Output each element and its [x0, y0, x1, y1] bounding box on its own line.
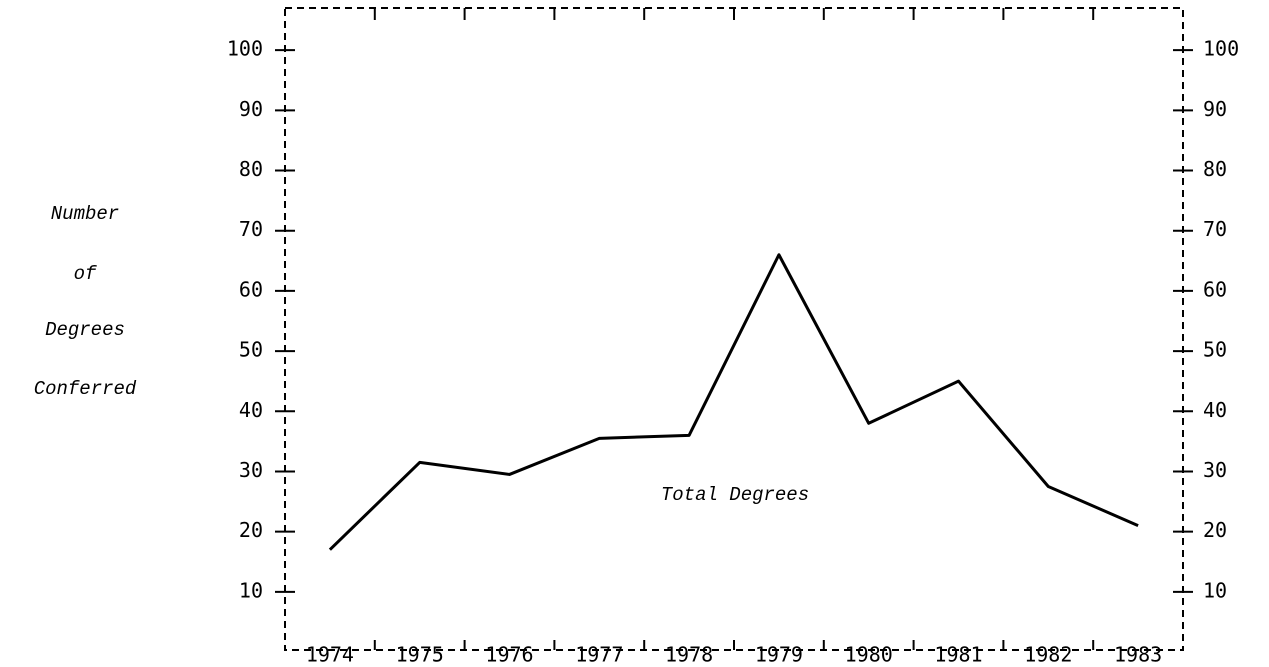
- y2-tick-label: 10: [1203, 578, 1227, 602]
- y-tick-label: 100: [227, 37, 263, 61]
- y2-tick-label: 40: [1203, 398, 1227, 422]
- y-tick-label: 60: [239, 277, 263, 301]
- x-tick-label: 1975: [396, 643, 444, 667]
- y2-tick-label: 70: [1203, 217, 1227, 241]
- y2-tick-label: 30: [1203, 458, 1227, 482]
- y2-tick-label: 90: [1203, 97, 1227, 121]
- x-tick-label: 1976: [485, 643, 533, 667]
- x-tick-label: 1983: [1114, 643, 1162, 667]
- x-tick-label: 1974: [306, 643, 354, 667]
- data-line: [328, 253, 1139, 551]
- y-tick-label: 90: [239, 97, 263, 121]
- y-label-line: Conferred: [34, 378, 137, 400]
- y-tick-label: 10: [239, 578, 263, 602]
- y2-tick-label: 50: [1203, 338, 1227, 362]
- y2-tick-label: 100: [1203, 37, 1239, 61]
- x-tick-label: 1979: [755, 643, 803, 667]
- y-tick-label: 20: [239, 518, 263, 542]
- x-tick-label: 1977: [575, 643, 623, 667]
- y-tick-label: 70: [239, 217, 263, 241]
- x-tick-label: 1980: [845, 643, 893, 667]
- y-label-line: Number: [51, 203, 119, 225]
- y2-tick-label: 60: [1203, 277, 1227, 301]
- y-label-line: Degrees: [45, 319, 125, 341]
- x-tick-label: 1978: [665, 643, 713, 667]
- y-tick-label: 30: [239, 458, 263, 482]
- y-tick-label: 50: [239, 338, 263, 362]
- plot-frame: [284, 7, 1184, 651]
- x-tick-label: 1981: [934, 643, 982, 667]
- y2-tick-label: 80: [1203, 157, 1227, 181]
- y-tick-label: 80: [239, 157, 263, 181]
- annotation: Total Degrees: [661, 484, 809, 506]
- y2-tick-label: 20: [1203, 518, 1227, 542]
- x-tick-label: 1982: [1024, 643, 1072, 667]
- y-label-line: of: [74, 263, 97, 285]
- y-tick-label: 40: [239, 398, 263, 422]
